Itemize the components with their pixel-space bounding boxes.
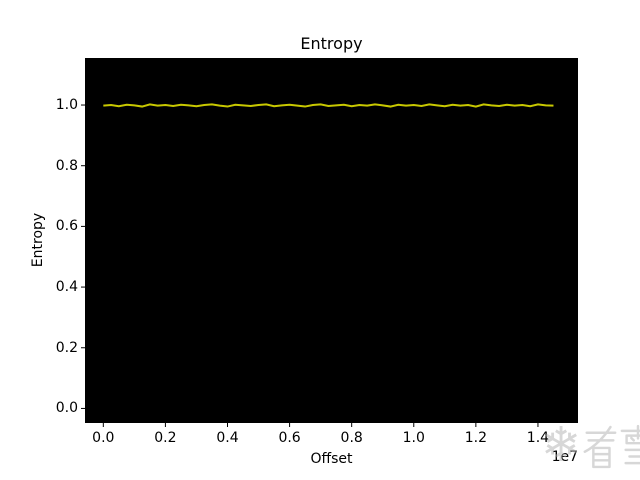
y-tick-label: 0.4 — [55, 279, 78, 296]
x-tick-label: 1.0 — [402, 430, 425, 446]
chart-title: Entropy — [300, 34, 363, 53]
x-tick-label: 0.0 — [92, 430, 115, 446]
x-tick-label: 0.2 — [154, 430, 177, 446]
x-tick-label: 0.4 — [216, 430, 239, 446]
x-tick-label: 1.4 — [526, 430, 550, 446]
x-axis-offset-text: 1e7 — [551, 449, 578, 465]
x-tick-label: 0.6 — [278, 430, 301, 446]
y-tick-label: 1.0 — [55, 97, 78, 114]
y-tick-label: 0.2 — [55, 339, 78, 356]
y-tick-label: 0.0 — [55, 400, 78, 417]
y-tick-label: 0.8 — [55, 157, 78, 174]
y-tick-label: 0.6 — [55, 218, 78, 235]
watermark-char-xue — [620, 424, 640, 465]
plot-area — [85, 58, 578, 423]
x-tick-label: 0.8 — [340, 430, 363, 446]
x-axis-label: Offset — [310, 451, 353, 467]
x-tick-label: 1.2 — [464, 430, 487, 446]
watermark-char-kan — [583, 425, 617, 469]
